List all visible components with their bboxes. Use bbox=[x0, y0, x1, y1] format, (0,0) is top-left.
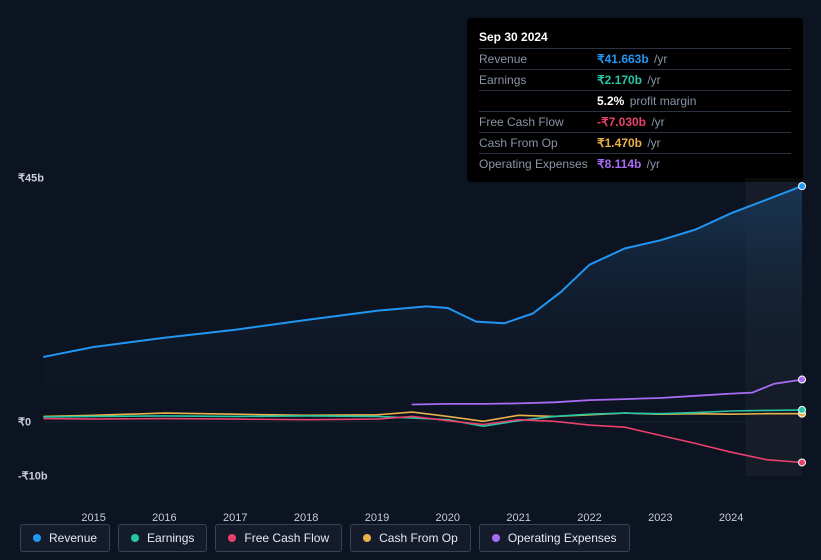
legend-item[interactable]: Free Cash Flow bbox=[215, 524, 342, 552]
x-axis-label: 2022 bbox=[577, 512, 601, 524]
legend-item[interactable]: Operating Expenses bbox=[479, 524, 630, 552]
x-axis-label: 2018 bbox=[294, 512, 318, 524]
tooltip-row: Free Cash Flow-₹7.030b /yr bbox=[479, 112, 791, 133]
tooltip-row-value: ₹1.470b /yr bbox=[597, 136, 791, 150]
legend-item[interactable]: Earnings bbox=[118, 524, 207, 552]
legend-label: Revenue bbox=[49, 531, 97, 545]
legend-label: Operating Expenses bbox=[508, 531, 617, 545]
tooltip-row: Earnings₹2.170b /yr bbox=[479, 70, 791, 91]
tooltip-row-value: ₹2.170b /yr bbox=[597, 73, 791, 87]
x-axis-label: 2024 bbox=[719, 512, 743, 524]
financials-chart[interactable]: ₹45b₹0-₹10b 2015201620172018201920202021… bbox=[18, 156, 804, 506]
x-axis-label: 2015 bbox=[81, 512, 105, 524]
tooltip-row: 5.2% profit margin bbox=[479, 91, 791, 112]
y-axis-label: ₹0 bbox=[18, 415, 31, 428]
x-axis-label: 2017 bbox=[223, 512, 247, 524]
tooltip-row-label: Cash From Op bbox=[479, 136, 597, 150]
tooltip-row: Revenue₹41.663b /yr bbox=[479, 49, 791, 70]
y-axis-label: -₹10b bbox=[18, 470, 48, 483]
legend-dot-icon bbox=[131, 534, 139, 542]
tooltip-row-label: Revenue bbox=[479, 52, 597, 66]
tooltip-row: Cash From Op₹1.470b /yr bbox=[479, 133, 791, 154]
legend-label: Cash From Op bbox=[379, 531, 458, 545]
tooltip-row-value: 5.2% profit margin bbox=[597, 94, 791, 108]
tooltip-row-value: -₹7.030b /yr bbox=[597, 115, 791, 129]
tooltip-row-value: ₹41.663b /yr bbox=[597, 52, 791, 66]
chart-legend: Revenue Earnings Free Cash Flow Cash From O… bbox=[20, 524, 630, 552]
legend-item[interactable]: Cash From Op bbox=[350, 524, 471, 552]
x-axis-label: 2020 bbox=[436, 512, 460, 524]
legend-dot-icon bbox=[363, 534, 371, 542]
tooltip-row-label: Free Cash Flow bbox=[479, 115, 597, 129]
tooltip-row-label bbox=[479, 94, 597, 108]
x-axis-label: 2021 bbox=[506, 512, 530, 524]
legend-dot-icon bbox=[228, 534, 236, 542]
x-axis-label: 2023 bbox=[648, 512, 672, 524]
legend-dot-icon bbox=[492, 534, 500, 542]
y-axis-label: ₹45b bbox=[18, 172, 44, 185]
tooltip-row-label: Earnings bbox=[479, 73, 597, 87]
legend-label: Free Cash Flow bbox=[244, 531, 329, 545]
legend-label: Earnings bbox=[147, 531, 194, 545]
x-axis-label: 2016 bbox=[152, 512, 176, 524]
legend-item[interactable]: Revenue bbox=[20, 524, 110, 552]
x-axis-label: 2019 bbox=[365, 512, 389, 524]
plot-area[interactable] bbox=[44, 178, 802, 476]
legend-dot-icon bbox=[33, 534, 41, 542]
tooltip-date: Sep 30 2024 bbox=[479, 26, 791, 49]
